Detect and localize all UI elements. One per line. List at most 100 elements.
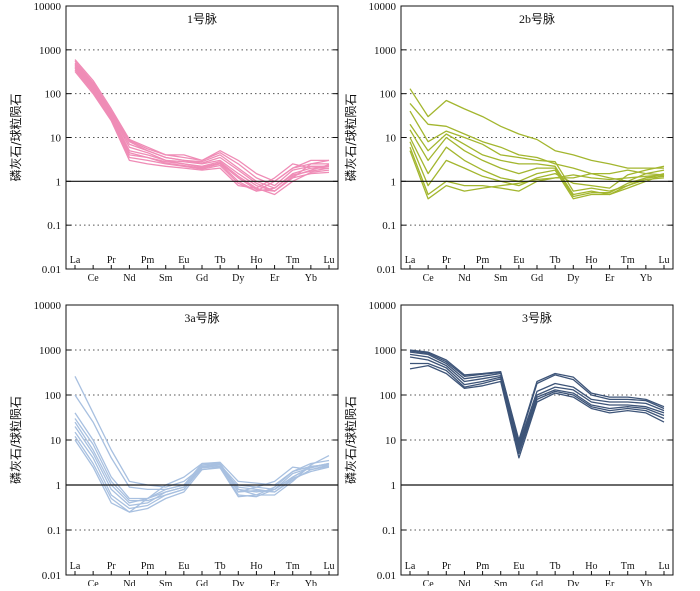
y-tick-label: 100 xyxy=(45,89,62,101)
series-line-s9 xyxy=(74,69,329,192)
x-tick-label: La xyxy=(70,561,81,572)
x-tick-label: Pm xyxy=(141,255,155,266)
series-line-s5 xyxy=(409,356,665,451)
x-tick-label: Pr xyxy=(107,561,117,572)
x-tick-label: Gd xyxy=(196,579,208,586)
x-tick-label: La xyxy=(405,561,416,572)
panel-title: 1号脉 xyxy=(187,11,217,26)
x-tick-label: Ce xyxy=(423,273,435,284)
x-tick-label: Tb xyxy=(550,255,561,266)
x-tick-label: Pm xyxy=(476,255,490,266)
x-tick-label: Ce xyxy=(423,579,435,586)
x-tick-label: Eu xyxy=(178,561,189,572)
y-tick-label: 10 xyxy=(50,435,62,447)
x-tick-label: La xyxy=(70,255,81,266)
panel-title: 2b号脉 xyxy=(519,11,555,26)
x-tick-label: Sm xyxy=(159,273,173,284)
x-tick-label: Lu xyxy=(323,255,334,266)
y-tick-label: 0.01 xyxy=(377,570,396,582)
x-tick-label: Nd xyxy=(458,579,470,586)
series-line-s6 xyxy=(410,362,665,455)
chart-panel-1: 0.01 0.1 1 10 100 1000 10000 La Ce Pr Nd Pm Sm Eu Gd Tb… xyxy=(8,1,339,284)
series-line-s3 xyxy=(409,351,665,446)
x-tick-label: Sm xyxy=(159,579,173,586)
series-line-s9 xyxy=(74,439,330,513)
y-tick-label: 0.1 xyxy=(47,220,61,232)
y-tick-label: 100 xyxy=(380,89,397,101)
series-line-s8 xyxy=(74,67,330,192)
y-tick-label: 0.01 xyxy=(377,264,396,276)
y-tick-label: 10000 xyxy=(34,1,62,13)
series-line-s7 xyxy=(74,431,330,510)
x-tick-label: Yb xyxy=(640,273,652,284)
y-tick-label: 1 xyxy=(391,176,397,188)
x-tick-label: Nd xyxy=(123,579,135,586)
y-axis-label: 磷灰石/球粒陨石 xyxy=(8,396,23,484)
x-tick-label: Pm xyxy=(476,561,490,572)
x-tick-label: La xyxy=(405,255,416,266)
series-line-s8 xyxy=(409,146,665,196)
y-tick-label: 10000 xyxy=(369,1,397,13)
panel-title: 3号脉 xyxy=(522,310,552,325)
y-tick-label: 0.1 xyxy=(47,525,61,537)
series-line-s3 xyxy=(74,412,330,500)
chart-panel-3: 0.01 0.1 1 10 100 1000 10000 La Ce Pr Nd Pm Sm Eu Gd Tb… xyxy=(8,300,339,590)
x-tick-label: Sm xyxy=(494,273,508,284)
y-tick-label: 1 xyxy=(56,176,62,188)
series-line-s10 xyxy=(74,71,330,189)
x-tick-label: Ce xyxy=(88,579,100,586)
x-tick-label: Nd xyxy=(458,273,470,284)
x-tick-label: Pr xyxy=(442,255,452,266)
x-tick-label: Er xyxy=(270,273,280,284)
series-line-s2 xyxy=(409,102,665,182)
series-line-s4 xyxy=(409,123,665,196)
x-tick-label: Tb xyxy=(215,561,226,572)
x-tick-label: Dy xyxy=(232,273,244,284)
series-line-s7 xyxy=(74,66,330,192)
y-tick-label: 100 xyxy=(45,390,62,402)
series-line-s8 xyxy=(74,436,330,513)
series-line-s1 xyxy=(409,88,664,169)
y-tick-label: 1 xyxy=(391,480,397,492)
chart-panel-4: 0.01 0.1 1 10 100 1000 10000 La Ce Pr Nd Pm Sm Eu Gd Tb… xyxy=(343,300,674,590)
series-line-s4 xyxy=(409,353,665,448)
x-tick-label: Pr xyxy=(107,255,117,266)
y-tick-label: 1000 xyxy=(374,45,397,57)
series-line-s2 xyxy=(74,394,330,493)
y-axis-label: 磷灰石/球粒陨石 xyxy=(343,93,358,181)
x-tick-label: Gd xyxy=(531,273,543,284)
y-tick-label: 1000 xyxy=(39,45,62,57)
x-tick-label: Ho xyxy=(250,561,262,572)
x-tick-label: Yb xyxy=(640,579,652,586)
y-tick-label: 1000 xyxy=(39,345,62,357)
series-line-s4 xyxy=(74,418,330,502)
x-tick-label: Gd xyxy=(531,579,543,586)
series-line-s1 xyxy=(409,349,665,441)
y-tick-label: 1000 xyxy=(374,345,397,357)
x-tick-label: Er xyxy=(605,579,615,586)
x-tick-label: Yb xyxy=(305,273,317,284)
x-tick-label: Tb xyxy=(215,255,226,266)
series-line-s3 xyxy=(74,62,329,189)
x-tick-label: Tm xyxy=(286,255,300,266)
series-line-s3 xyxy=(409,110,665,192)
y-axis-label: 磷灰石/球粒陨石 xyxy=(343,396,358,484)
x-tick-label: Yb xyxy=(305,579,317,586)
x-tick-label: Lu xyxy=(323,561,334,572)
x-tick-label: Tm xyxy=(286,561,300,572)
series-line-s6 xyxy=(74,426,330,507)
y-axis-label: 磷灰石/球粒陨石 xyxy=(8,93,23,181)
y-tick-label: 1 xyxy=(56,480,62,492)
y-tick-label: 0.1 xyxy=(382,220,396,232)
chart-panel-2: 0.01 0.1 1 10 100 1000 10000 La Ce Pr Nd Pm Sm Eu Gd Tb… xyxy=(343,1,674,284)
y-tick-label: 0.1 xyxy=(382,525,396,537)
series-line-s7 xyxy=(409,364,665,459)
x-tick-label: Eu xyxy=(513,255,524,266)
x-tick-label: Dy xyxy=(567,273,579,284)
x-tick-label: Tm xyxy=(621,561,635,572)
series-line-s2 xyxy=(409,350,665,443)
x-tick-label: Ho xyxy=(585,255,597,266)
x-tick-label: Pr xyxy=(442,561,452,572)
x-tick-label: Ce xyxy=(88,273,100,284)
